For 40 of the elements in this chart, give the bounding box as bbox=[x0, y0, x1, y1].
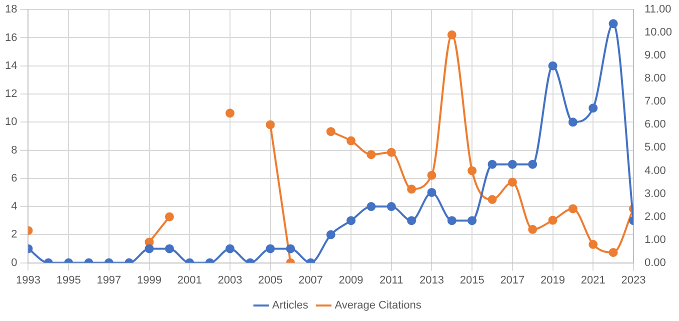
x-tick-label: 1995 bbox=[56, 274, 81, 286]
x-tick-label: 2013 bbox=[419, 274, 444, 286]
x-tick-label: 2015 bbox=[460, 274, 484, 286]
x-tick-label: 1999 bbox=[137, 274, 162, 286]
y-tick-label: 14 bbox=[4, 60, 18, 72]
y2-tick-label: 5.00 bbox=[644, 142, 666, 154]
x-tick-label: 2009 bbox=[338, 274, 364, 286]
y-tick-label: 2 bbox=[11, 228, 18, 241]
legend-label: Average Citations bbox=[334, 300, 422, 312]
y-tick-label: 4 bbox=[11, 200, 18, 213]
x-tick-label: 2001 bbox=[177, 274, 202, 286]
x-tick-label: 2019 bbox=[540, 274, 566, 286]
y2-tick-label: 11.00 bbox=[644, 4, 672, 16]
legend-label: Articles bbox=[272, 300, 309, 312]
x-tick-label: 2011 bbox=[380, 274, 404, 286]
y2-tick-label: 7.00 bbox=[644, 96, 666, 108]
y2-tick-label: 2.00 bbox=[644, 210, 666, 223]
y-tick-label: 8 bbox=[11, 144, 18, 156]
x-tick-label: 2021 bbox=[580, 274, 606, 286]
y2-tick-label: 3.00 bbox=[644, 188, 666, 200]
y2-tick-label: 8.00 bbox=[644, 72, 666, 85]
y-tick-label: 6 bbox=[11, 172, 18, 184]
y2-tick-label: 10.00 bbox=[644, 26, 672, 39]
y-tick-label: 18 bbox=[4, 4, 18, 16]
y-tick-label: 10 bbox=[4, 116, 18, 128]
x-tick-label: 1993 bbox=[16, 274, 40, 286]
y2-tick-label: 6.00 bbox=[644, 118, 666, 131]
y2-tick-label: 9.00 bbox=[644, 50, 666, 62]
y2-tick-label: 0.00 bbox=[644, 256, 666, 269]
y2-tick-label: 4.00 bbox=[644, 164, 666, 177]
x-tick-label: 2005 bbox=[258, 274, 283, 286]
x-tick-label: 1997 bbox=[96, 274, 122, 286]
y-tick-label: 16 bbox=[4, 32, 18, 44]
y2-tick-label: 1.00 bbox=[644, 234, 666, 246]
y-tick-label: 0 bbox=[11, 256, 18, 269]
y-tick-label: 12 bbox=[4, 88, 18, 100]
x-tick-label: 2007 bbox=[298, 274, 323, 286]
x-tick-label: 2017 bbox=[500, 274, 525, 286]
x-tick-label: 2003 bbox=[218, 274, 242, 286]
x-tick-label: 2023 bbox=[621, 274, 646, 286]
